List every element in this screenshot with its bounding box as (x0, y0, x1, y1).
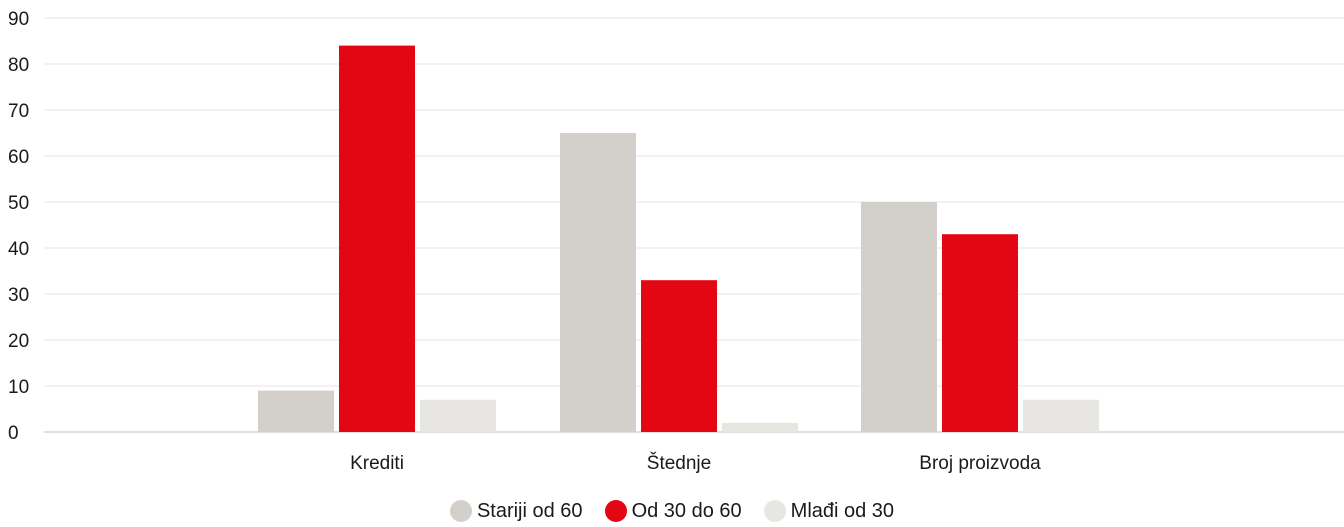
y-tick-label: 90 (8, 9, 29, 30)
legend: Stariji od 60 Od 30 do 60 Mlađi od 30 (0, 496, 1344, 526)
y-tick-label: 40 (8, 239, 29, 260)
y-tick-label: 10 (8, 377, 29, 398)
legend-item: Mlađi od 30 (763, 499, 895, 523)
bar (942, 234, 1018, 432)
y-tick-label: 30 (8, 285, 29, 306)
gridlines (44, 17, 1344, 433)
y-tick-label: 70 (8, 101, 29, 122)
bar (339, 45, 415, 432)
y-tick-label: 50 (8, 193, 29, 214)
x-axis-categories: Krediti Štednje Broj proizvoda (350, 452, 1041, 474)
bar (722, 422, 798, 432)
bar (641, 280, 717, 432)
y-tick-label: 20 (8, 331, 29, 352)
legend-item: Od 30 do 60 (604, 499, 742, 523)
y-tick-label: 80 (8, 55, 29, 76)
x-category-label: Broj proizvoda (919, 453, 1041, 474)
legend-item: Stariji od 60 (449, 499, 583, 523)
bar (420, 399, 496, 432)
legend-swatch (763, 500, 786, 522)
x-category-label: Štednje (647, 452, 711, 474)
bar-chart: 0 10 20 30 40 50 60 70 80 90 Krediti Štednje Broj p… (8, 9, 1344, 474)
legend-swatch (604, 500, 627, 522)
legend-label: Od 30 do 60 (631, 499, 742, 522)
bar (258, 390, 334, 432)
legend-label: Mlađi od 30 (790, 499, 895, 522)
legend-label: Stariji od 60 (476, 499, 583, 522)
legend-swatch (449, 500, 472, 522)
y-axis-ticks: 0 10 20 30 40 50 60 70 80 90 (8, 9, 29, 444)
x-category-label: Krediti (350, 453, 404, 474)
bar (861, 202, 937, 432)
bar (1023, 399, 1099, 432)
bars (258, 45, 1099, 432)
y-tick-label: 0 (8, 423, 19, 444)
bar (560, 133, 636, 432)
y-tick-label: 60 (8, 147, 29, 168)
